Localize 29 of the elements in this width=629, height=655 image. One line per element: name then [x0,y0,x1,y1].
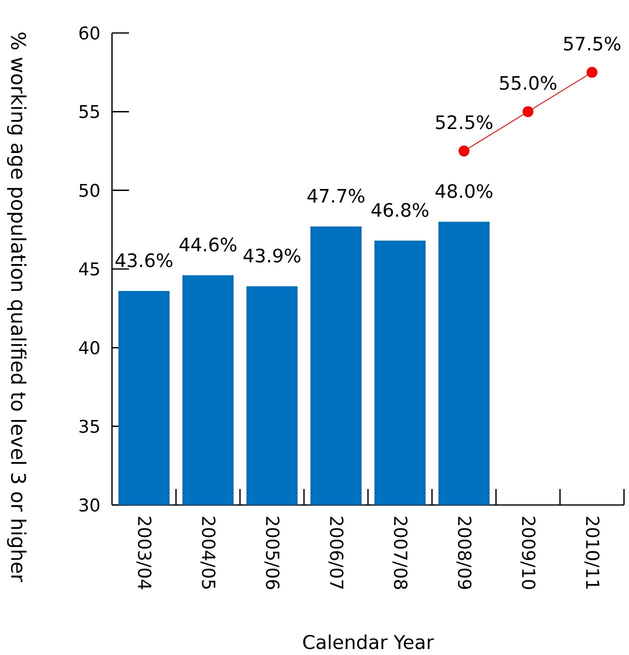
y-tick-label: 60 [79,26,100,40]
y-tick-label: 35 [80,420,99,433]
y-tick-label: 40 [79,341,100,354]
x-tick-label: 2005/06 [264,516,280,590]
data-label: 46.8% [372,202,428,217]
data-label: 47.7% [308,188,364,203]
x-axis-title: Calendar Year [303,634,434,650]
data-label: 44.6% [180,238,236,252]
y-tick-label: 50 [80,184,100,197]
x-tick-label: 2006/07 [328,516,344,589]
x-tick-label: 2009/10 [520,516,536,590]
x-tick-label: 2010/11 [584,516,600,589]
data-label: 52.5% [436,115,492,130]
y-tick-label: 45 [79,262,99,276]
x-tick-label: 2004/05 [200,516,216,589]
point [458,146,470,156]
x-tick-label: 2008/09 [456,516,472,590]
data-label: 55.0% [500,76,556,90]
data-label: 57.5% [564,36,620,51]
data-label: 43.9% [244,248,300,263]
y-tick-label: 30 [80,498,100,512]
data-label: 48.0% [436,184,492,198]
data-label: 43.6% [116,253,172,268]
point [586,66,598,78]
y-tick-label: 55 [80,105,99,118]
x-tick-label: 2003/04 [136,516,152,590]
point [522,106,534,118]
y-axis-title: % working age population qualified to level 3 or higher [7,32,26,582]
x-tick-label: 2007/08 [392,516,408,590]
